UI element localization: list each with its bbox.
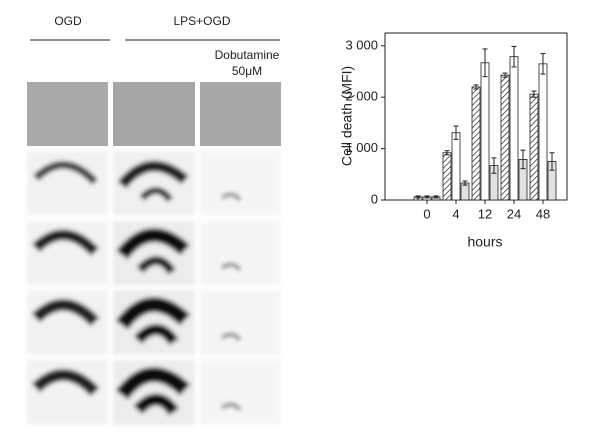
error-bar bbox=[511, 45, 517, 68]
error-bar bbox=[444, 150, 450, 156]
error-bar bbox=[531, 90, 537, 98]
error-bar bbox=[491, 157, 497, 174]
error-bar bbox=[424, 195, 430, 199]
y-axis-label: Cell death (MFI) bbox=[339, 66, 355, 166]
bar bbox=[451, 132, 461, 201]
y-tick-label: 0 bbox=[371, 191, 378, 206]
bar bbox=[500, 74, 510, 201]
x-tick-label: 24 bbox=[507, 206, 521, 221]
error-bar bbox=[433, 195, 439, 199]
y-tick-label: 3 000 bbox=[345, 37, 378, 52]
bar bbox=[509, 56, 519, 201]
error-bar bbox=[453, 125, 459, 140]
error-bar bbox=[482, 48, 488, 78]
column-header: LPS+OGD bbox=[173, 14, 230, 28]
image-grid bbox=[27, 82, 281, 425]
x-tick-label: 4 bbox=[452, 206, 459, 221]
bar bbox=[471, 86, 481, 201]
y-tick-label: 2 000 bbox=[345, 89, 378, 104]
y-tick-label: 1 000 bbox=[345, 140, 378, 155]
error-bar bbox=[462, 180, 468, 186]
x-axis-label: hours bbox=[467, 234, 502, 250]
x-tick-label: 12 bbox=[478, 206, 492, 221]
bar bbox=[529, 93, 539, 201]
error-bar bbox=[473, 84, 479, 90]
bar bbox=[538, 63, 548, 201]
error-bar bbox=[549, 152, 555, 171]
x-tick-label: 0 bbox=[423, 206, 430, 221]
bar bbox=[442, 152, 452, 201]
error-bar bbox=[520, 149, 526, 170]
treatment-label: Dobutamine bbox=[215, 48, 280, 62]
bar bbox=[480, 62, 490, 201]
error-bar bbox=[540, 53, 546, 75]
error-bar bbox=[502, 72, 508, 78]
dose-label: 50μM bbox=[232, 64, 262, 78]
column-header: OGD bbox=[54, 14, 82, 28]
error-bar bbox=[415, 195, 421, 199]
x-tick-label: 48 bbox=[536, 206, 550, 221]
